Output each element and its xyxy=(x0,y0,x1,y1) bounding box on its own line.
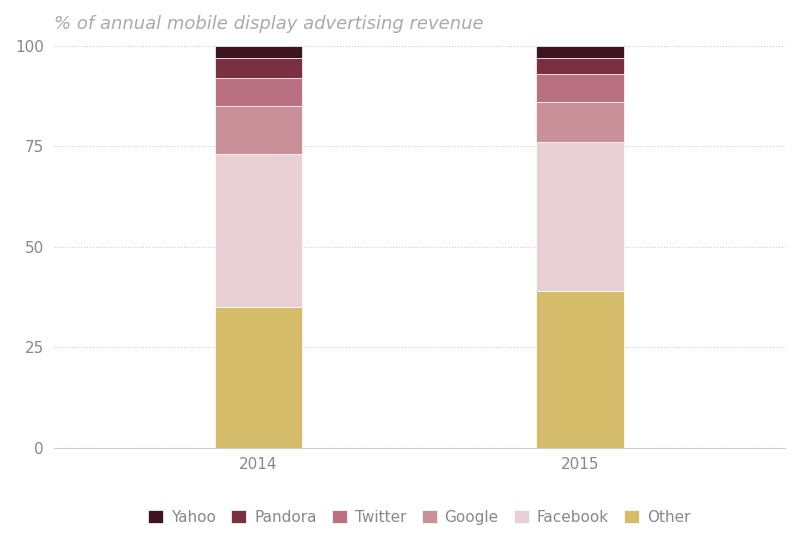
Bar xyxy=(536,102,624,142)
Bar xyxy=(536,291,624,448)
Bar xyxy=(536,142,624,291)
Text: % of annual mobile display advertising revenue: % of annual mobile display advertising r… xyxy=(54,15,483,33)
Bar xyxy=(214,58,302,78)
Bar xyxy=(214,46,302,58)
Bar xyxy=(214,106,302,154)
Bar xyxy=(536,74,624,102)
Bar xyxy=(214,78,302,106)
Bar xyxy=(536,58,624,74)
Bar xyxy=(536,46,624,58)
Legend: Yahoo, Pandora, Twitter, Google, Facebook, Other: Yahoo, Pandora, Twitter, Google, Faceboo… xyxy=(142,504,697,531)
Bar xyxy=(214,307,302,448)
Bar xyxy=(214,154,302,307)
